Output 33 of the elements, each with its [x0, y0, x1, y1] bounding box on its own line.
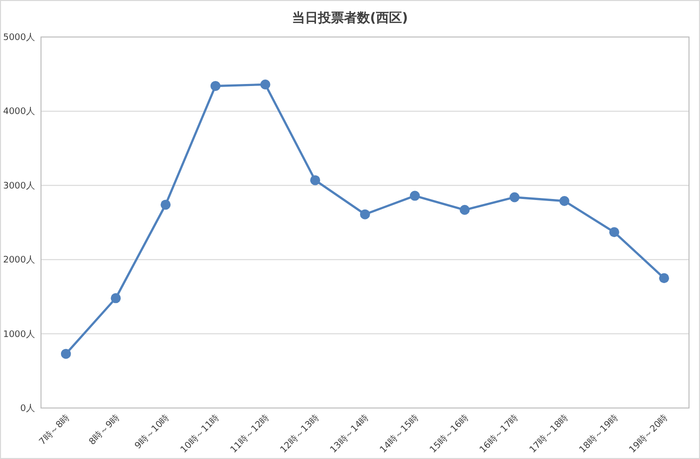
- x-tick-label: 10時～11時: [178, 412, 222, 456]
- y-tick-label: 4000人: [3, 106, 35, 118]
- x-tick-label: 17時～18時: [527, 412, 571, 456]
- x-tick-label: 13時～14時: [328, 412, 372, 456]
- y-tick-label: 3000人: [3, 180, 35, 192]
- point: [460, 204, 470, 215]
- point: [260, 79, 270, 90]
- point: [160, 200, 171, 210]
- point: [559, 196, 570, 206]
- point: [210, 80, 220, 91]
- x-tick-label: 19時～20時: [627, 412, 670, 456]
- point: [310, 175, 320, 186]
- chart-title: 当日投票者数(西区): [292, 11, 408, 26]
- point: [360, 209, 370, 220]
- x-tick-label: 11時～12時: [228, 412, 272, 456]
- x-tick-label: 9時～10時: [132, 412, 172, 452]
- point: [410, 190, 420, 201]
- point: [659, 273, 670, 284]
- x-tick-label: 16時～17時: [478, 412, 521, 456]
- y-tick-label: 5000人: [3, 32, 35, 43]
- y-tick-label: 2000人: [3, 254, 35, 266]
- point: [60, 348, 71, 359]
- point: [609, 227, 620, 238]
- x-tick-label: 8時～9時: [86, 412, 122, 448]
- y-tick-label: 1000人: [3, 328, 35, 340]
- x-tick-label: 18時～19時: [577, 412, 620, 456]
- x-tick-label: 14時～15時: [378, 412, 421, 456]
- x-tick-label: 12時～13時: [278, 412, 322, 456]
- point: [110, 293, 121, 304]
- y-tick-label: 0人: [20, 403, 35, 414]
- x-tick-label: 15時～16時: [428, 412, 471, 456]
- x-tick-label: 7時～8時: [37, 412, 72, 448]
- point: [510, 192, 520, 202]
